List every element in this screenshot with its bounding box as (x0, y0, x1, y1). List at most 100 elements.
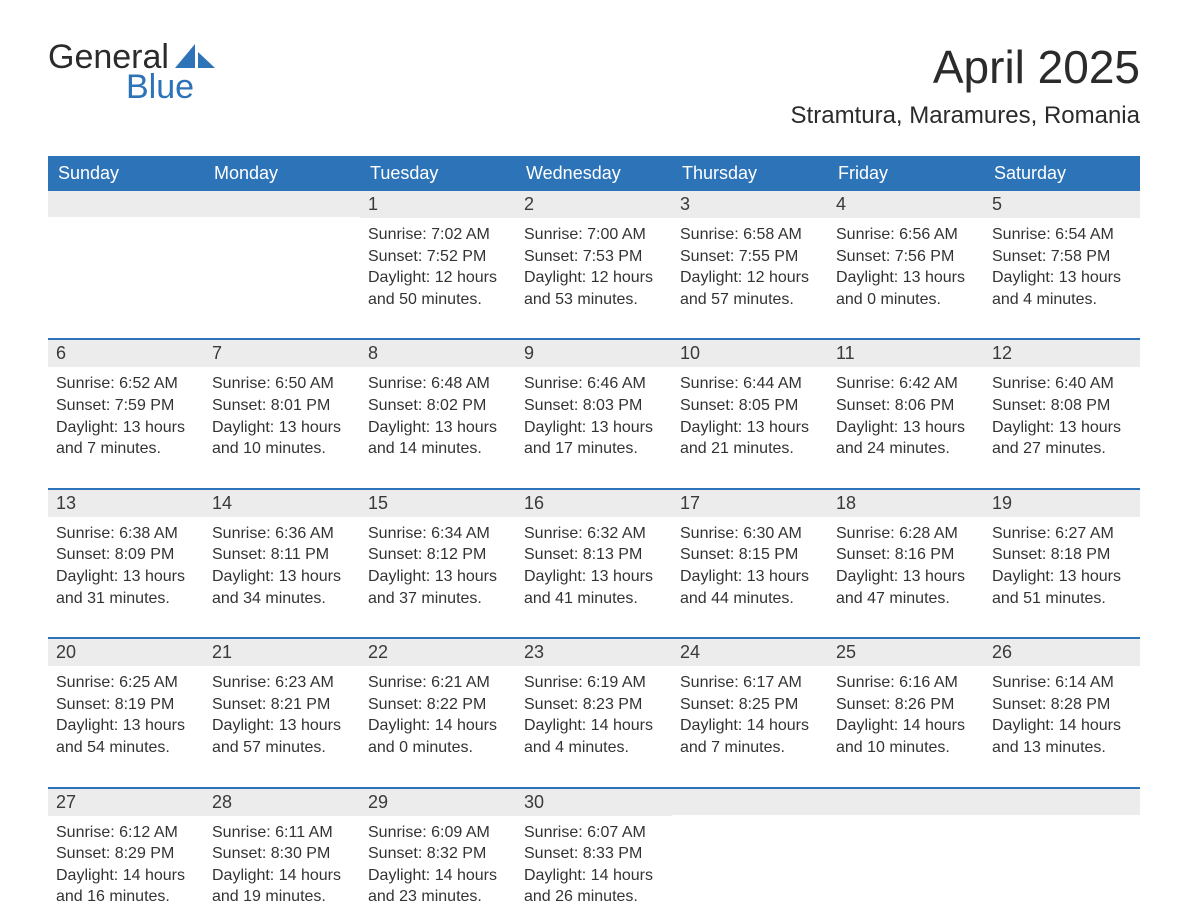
sunset-text: Sunset: 8:19 PM (56, 694, 196, 716)
sunset-text: Sunset: 8:13 PM (524, 544, 664, 566)
day-body: Sunrise: 6:21 AMSunset: 8:22 PMDaylight:… (360, 666, 516, 762)
sunrise-text: Sunrise: 6:16 AM (836, 672, 976, 694)
day-number: 2 (516, 191, 672, 218)
sunset-text: Sunset: 8:29 PM (56, 843, 196, 865)
day-cell: 25Sunrise: 6:16 AMSunset: 8:26 PMDayligh… (828, 639, 984, 762)
day-number: 5 (984, 191, 1140, 218)
daylight-text: Daylight: 13 hours and 41 minutes. (524, 566, 664, 609)
sunrise-text: Sunrise: 6:46 AM (524, 373, 664, 395)
day-body: Sunrise: 6:16 AMSunset: 8:26 PMDaylight:… (828, 666, 984, 762)
day-number: 13 (48, 490, 204, 517)
sunset-text: Sunset: 8:08 PM (992, 395, 1132, 417)
day-body: Sunrise: 6:28 AMSunset: 8:16 PMDaylight:… (828, 517, 984, 613)
daylight-text: Daylight: 13 hours and 0 minutes. (836, 267, 976, 310)
daylight-text: Daylight: 13 hours and 37 minutes. (368, 566, 508, 609)
day-cell: 29Sunrise: 6:09 AMSunset: 8:32 PMDayligh… (360, 789, 516, 912)
daylight-text: Daylight: 14 hours and 7 minutes. (680, 715, 820, 758)
day-cell: 19Sunrise: 6:27 AMSunset: 8:18 PMDayligh… (984, 490, 1140, 613)
day-body: Sunrise: 7:02 AMSunset: 7:52 PMDaylight:… (360, 218, 516, 314)
day-cell: 10Sunrise: 6:44 AMSunset: 8:05 PMDayligh… (672, 340, 828, 463)
day-body: Sunrise: 6:48 AMSunset: 8:02 PMDaylight:… (360, 367, 516, 463)
sunset-text: Sunset: 8:28 PM (992, 694, 1132, 716)
daylight-text: Daylight: 13 hours and 47 minutes. (836, 566, 976, 609)
daylight-text: Daylight: 12 hours and 57 minutes. (680, 267, 820, 310)
day-body: Sunrise: 6:30 AMSunset: 8:15 PMDaylight:… (672, 517, 828, 613)
sunrise-text: Sunrise: 6:14 AM (992, 672, 1132, 694)
daylight-text: Daylight: 13 hours and 27 minutes. (992, 417, 1132, 460)
day-number: 27 (48, 789, 204, 816)
day-cell: 17Sunrise: 6:30 AMSunset: 8:15 PMDayligh… (672, 490, 828, 613)
daylight-text: Daylight: 14 hours and 4 minutes. (524, 715, 664, 758)
daylight-text: Daylight: 13 hours and 10 minutes. (212, 417, 352, 460)
sunset-text: Sunset: 8:25 PM (680, 694, 820, 716)
day-body: Sunrise: 6:52 AMSunset: 7:59 PMDaylight:… (48, 367, 204, 463)
daylight-text: Daylight: 13 hours and 54 minutes. (56, 715, 196, 758)
day-number (204, 191, 360, 217)
sunset-text: Sunset: 8:21 PM (212, 694, 352, 716)
day-cell: 6Sunrise: 6:52 AMSunset: 7:59 PMDaylight… (48, 340, 204, 463)
sunrise-text: Sunrise: 6:30 AM (680, 523, 820, 545)
day-body: Sunrise: 6:46 AMSunset: 8:03 PMDaylight:… (516, 367, 672, 463)
sunset-text: Sunset: 8:30 PM (212, 843, 352, 865)
day-cell: 27Sunrise: 6:12 AMSunset: 8:29 PMDayligh… (48, 789, 204, 912)
sunrise-text: Sunrise: 6:12 AM (56, 822, 196, 844)
day-number (984, 789, 1140, 815)
day-number: 30 (516, 789, 672, 816)
sunrise-text: Sunrise: 6:17 AM (680, 672, 820, 694)
sunset-text: Sunset: 8:22 PM (368, 694, 508, 716)
daylight-text: Daylight: 12 hours and 50 minutes. (368, 267, 508, 310)
day-body: Sunrise: 6:14 AMSunset: 8:28 PMDaylight:… (984, 666, 1140, 762)
title-block: April 2025 Stramtura, Maramures, Romania (791, 40, 1140, 130)
day-body: Sunrise: 6:07 AMSunset: 8:33 PMDaylight:… (516, 816, 672, 912)
day-number: 7 (204, 340, 360, 367)
sunrise-text: Sunrise: 6:27 AM (992, 523, 1132, 545)
sunrise-text: Sunrise: 6:07 AM (524, 822, 664, 844)
weekday-header: Monday (204, 156, 360, 191)
day-body: Sunrise: 6:50 AMSunset: 8:01 PMDaylight:… (204, 367, 360, 463)
sunrise-text: Sunrise: 6:21 AM (368, 672, 508, 694)
day-body: Sunrise: 6:42 AMSunset: 8:06 PMDaylight:… (828, 367, 984, 463)
daylight-text: Daylight: 13 hours and 51 minutes. (992, 566, 1132, 609)
day-body: Sunrise: 6:54 AMSunset: 7:58 PMDaylight:… (984, 218, 1140, 314)
day-number: 22 (360, 639, 516, 666)
weekday-header: Thursday (672, 156, 828, 191)
day-cell: 26Sunrise: 6:14 AMSunset: 8:28 PMDayligh… (984, 639, 1140, 762)
day-number: 16 (516, 490, 672, 517)
daylight-text: Daylight: 14 hours and 26 minutes. (524, 865, 664, 908)
day-body: Sunrise: 7:00 AMSunset: 7:53 PMDaylight:… (516, 218, 672, 314)
daylight-text: Daylight: 13 hours and 14 minutes. (368, 417, 508, 460)
day-cell: 14Sunrise: 6:36 AMSunset: 8:11 PMDayligh… (204, 490, 360, 613)
day-body: Sunrise: 6:23 AMSunset: 8:21 PMDaylight:… (204, 666, 360, 762)
day-cell: 5Sunrise: 6:54 AMSunset: 7:58 PMDaylight… (984, 191, 1140, 314)
week-row: 13Sunrise: 6:38 AMSunset: 8:09 PMDayligh… (48, 488, 1140, 613)
logo: General Blue (48, 40, 215, 104)
day-cell: 16Sunrise: 6:32 AMSunset: 8:13 PMDayligh… (516, 490, 672, 613)
day-body: Sunrise: 6:38 AMSunset: 8:09 PMDaylight:… (48, 517, 204, 613)
day-number: 25 (828, 639, 984, 666)
day-number (672, 789, 828, 815)
sunrise-text: Sunrise: 6:36 AM (212, 523, 352, 545)
weekday-header: Wednesday (516, 156, 672, 191)
sunset-text: Sunset: 8:05 PM (680, 395, 820, 417)
day-body: Sunrise: 6:27 AMSunset: 8:18 PMDaylight:… (984, 517, 1140, 613)
sunset-text: Sunset: 7:55 PM (680, 246, 820, 268)
daylight-text: Daylight: 13 hours and 24 minutes. (836, 417, 976, 460)
sunrise-text: Sunrise: 6:58 AM (680, 224, 820, 246)
sunrise-text: Sunrise: 6:42 AM (836, 373, 976, 395)
day-number: 29 (360, 789, 516, 816)
day-number: 11 (828, 340, 984, 367)
day-number: 3 (672, 191, 828, 218)
sunrise-text: Sunrise: 6:52 AM (56, 373, 196, 395)
day-number: 9 (516, 340, 672, 367)
week-row: 1Sunrise: 7:02 AMSunset: 7:52 PMDaylight… (48, 191, 1140, 314)
day-body: Sunrise: 6:25 AMSunset: 8:19 PMDaylight:… (48, 666, 204, 762)
day-cell: 3 Sunrise: 6:58 AMSunset: 7:55 PMDaylight… (672, 191, 828, 314)
week-row: 6Sunrise: 6:52 AMSunset: 7:59 PMDaylight… (48, 338, 1140, 463)
day-number: 17 (672, 490, 828, 517)
daylight-text: Daylight: 13 hours and 57 minutes. (212, 715, 352, 758)
sunset-text: Sunset: 8:16 PM (836, 544, 976, 566)
daylight-text: Daylight: 13 hours and 7 minutes. (56, 417, 196, 460)
sunrise-text: Sunrise: 6:44 AM (680, 373, 820, 395)
sunrise-text: Sunrise: 6:09 AM (368, 822, 508, 844)
day-number: 4 (828, 191, 984, 218)
